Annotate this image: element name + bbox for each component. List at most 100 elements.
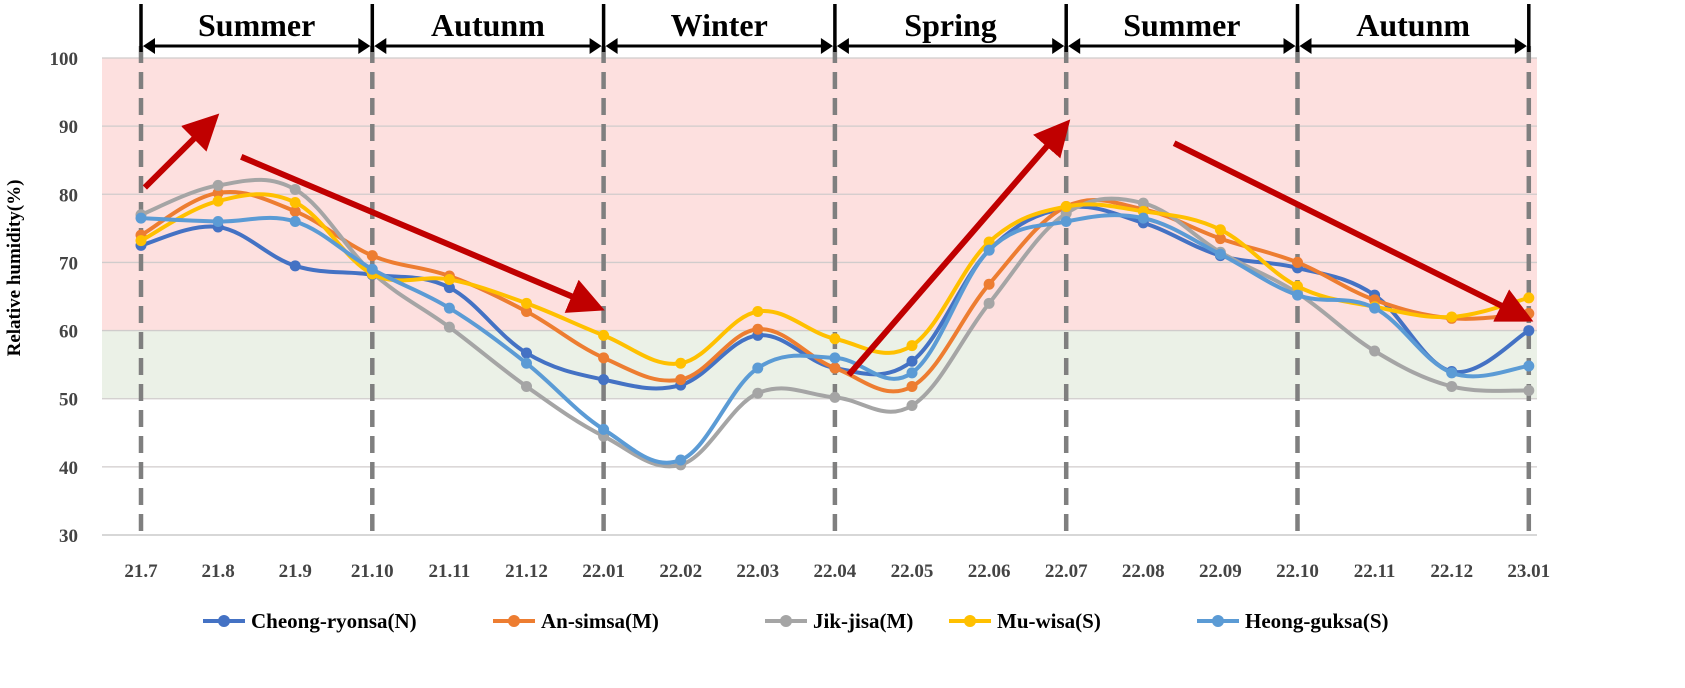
season-label-5: Autunm bbox=[1356, 7, 1470, 43]
x-tick-21.11: 21.11 bbox=[429, 561, 471, 582]
data-point bbox=[135, 212, 147, 224]
data-point bbox=[752, 362, 764, 374]
data-point bbox=[135, 235, 147, 247]
x-tick-22.06: 22.06 bbox=[968, 561, 1011, 582]
season-bracket-head bbox=[358, 38, 371, 54]
data-point bbox=[983, 236, 995, 248]
trend-arrow-0 bbox=[142, 113, 220, 190]
season-bracket-head bbox=[820, 38, 833, 54]
x-tick-21.10: 21.10 bbox=[351, 561, 394, 582]
data-point bbox=[1446, 367, 1458, 379]
data-point bbox=[598, 352, 610, 364]
x-tick-21.8: 21.8 bbox=[201, 561, 234, 582]
x-tick-22.12: 22.12 bbox=[1430, 561, 1473, 582]
x-tick-22.03: 22.03 bbox=[736, 561, 779, 582]
data-point bbox=[906, 400, 918, 412]
data-point bbox=[1214, 248, 1226, 260]
season-bracket-head bbox=[1283, 38, 1296, 54]
data-point bbox=[983, 297, 995, 309]
data-point bbox=[289, 196, 301, 208]
data-point bbox=[212, 179, 224, 191]
data-point bbox=[443, 321, 455, 333]
data-point bbox=[1446, 311, 1458, 323]
season-bracket-head bbox=[1514, 38, 1527, 54]
legend-label: Heong-guksa(S) bbox=[1245, 609, 1389, 633]
data-point bbox=[675, 454, 687, 466]
y-tick-90: 90 bbox=[59, 117, 78, 138]
x-tick-22.07: 22.07 bbox=[1045, 561, 1088, 582]
season-label-4: Summer bbox=[1123, 7, 1240, 43]
season-label-0: Summer bbox=[198, 7, 315, 43]
data-point bbox=[1214, 224, 1226, 236]
legend-swatch-marker bbox=[780, 615, 792, 627]
data-point bbox=[1523, 385, 1535, 397]
x-tick-22.01: 22.01 bbox=[582, 561, 625, 582]
data-point bbox=[521, 305, 532, 317]
data-point bbox=[906, 340, 918, 352]
data-point bbox=[829, 362, 841, 374]
y-tick-80: 80 bbox=[59, 185, 78, 206]
season-label-1: Autunm bbox=[431, 7, 545, 43]
data-point bbox=[675, 357, 687, 369]
data-point bbox=[983, 278, 995, 290]
legend-swatch-marker bbox=[1212, 615, 1224, 627]
season-label-2: Winter bbox=[671, 7, 768, 43]
trend-arrow-3 bbox=[1172, 140, 1534, 322]
y-tick-30: 30 bbox=[59, 526, 78, 547]
x-tick-22.08: 22.08 bbox=[1122, 561, 1165, 582]
data-point bbox=[289, 184, 301, 196]
data-point bbox=[983, 244, 995, 256]
y-tick-40: 40 bbox=[59, 458, 78, 479]
x-tick-22.09: 22.09 bbox=[1199, 561, 1242, 582]
data-point bbox=[1292, 280, 1303, 292]
y-tick-60: 60 bbox=[59, 322, 78, 343]
season-bracket-head bbox=[605, 38, 618, 54]
legend-label: Jik-jisa(M) bbox=[813, 609, 913, 633]
data-point bbox=[1523, 325, 1535, 337]
data-point bbox=[1292, 289, 1303, 301]
data-point bbox=[443, 273, 455, 285]
data-point bbox=[675, 374, 687, 386]
data-point bbox=[906, 355, 918, 367]
legend-swatch-marker bbox=[508, 615, 520, 627]
data-point bbox=[212, 216, 224, 228]
legend-swatch-marker bbox=[218, 615, 230, 627]
data-point bbox=[906, 367, 918, 379]
legend-label: Cheong-ryonsa(N) bbox=[251, 609, 417, 633]
season-bracket-head bbox=[836, 38, 849, 54]
x-tick-22.04: 22.04 bbox=[814, 561, 857, 582]
data-point bbox=[366, 250, 378, 262]
data-point bbox=[1060, 201, 1072, 213]
data-point bbox=[829, 333, 841, 345]
data-point bbox=[752, 323, 764, 335]
data-point bbox=[212, 195, 224, 207]
data-point bbox=[289, 260, 301, 272]
series-4 bbox=[135, 212, 1535, 466]
legend-label: Mu-wisa(S) bbox=[997, 609, 1101, 633]
data-point bbox=[521, 297, 532, 309]
data-point bbox=[829, 391, 841, 403]
data-point bbox=[1523, 292, 1535, 304]
y-axis-label: Relative humidity(%) bbox=[4, 180, 25, 357]
season-bracket-head bbox=[143, 38, 155, 54]
data-point bbox=[906, 380, 918, 392]
data-point bbox=[598, 423, 610, 435]
data-point bbox=[1446, 380, 1458, 392]
data-point bbox=[598, 329, 610, 341]
season-bracket-head bbox=[1068, 38, 1081, 54]
x-tick-22.02: 22.02 bbox=[659, 561, 702, 582]
trend-arrow-2 bbox=[846, 119, 1071, 377]
data-point bbox=[521, 380, 532, 392]
y-tick-70: 70 bbox=[59, 253, 78, 274]
data-point bbox=[829, 352, 841, 364]
data-point bbox=[1292, 256, 1303, 268]
legend-swatch-marker bbox=[964, 615, 976, 627]
y-tick-50: 50 bbox=[59, 390, 78, 411]
data-point bbox=[1523, 308, 1535, 320]
data-point bbox=[1369, 345, 1381, 357]
x-tick-21.7: 21.7 bbox=[124, 561, 158, 582]
data-point bbox=[366, 263, 378, 275]
season-label-3: Spring bbox=[904, 7, 996, 43]
data-point bbox=[1060, 216, 1072, 228]
